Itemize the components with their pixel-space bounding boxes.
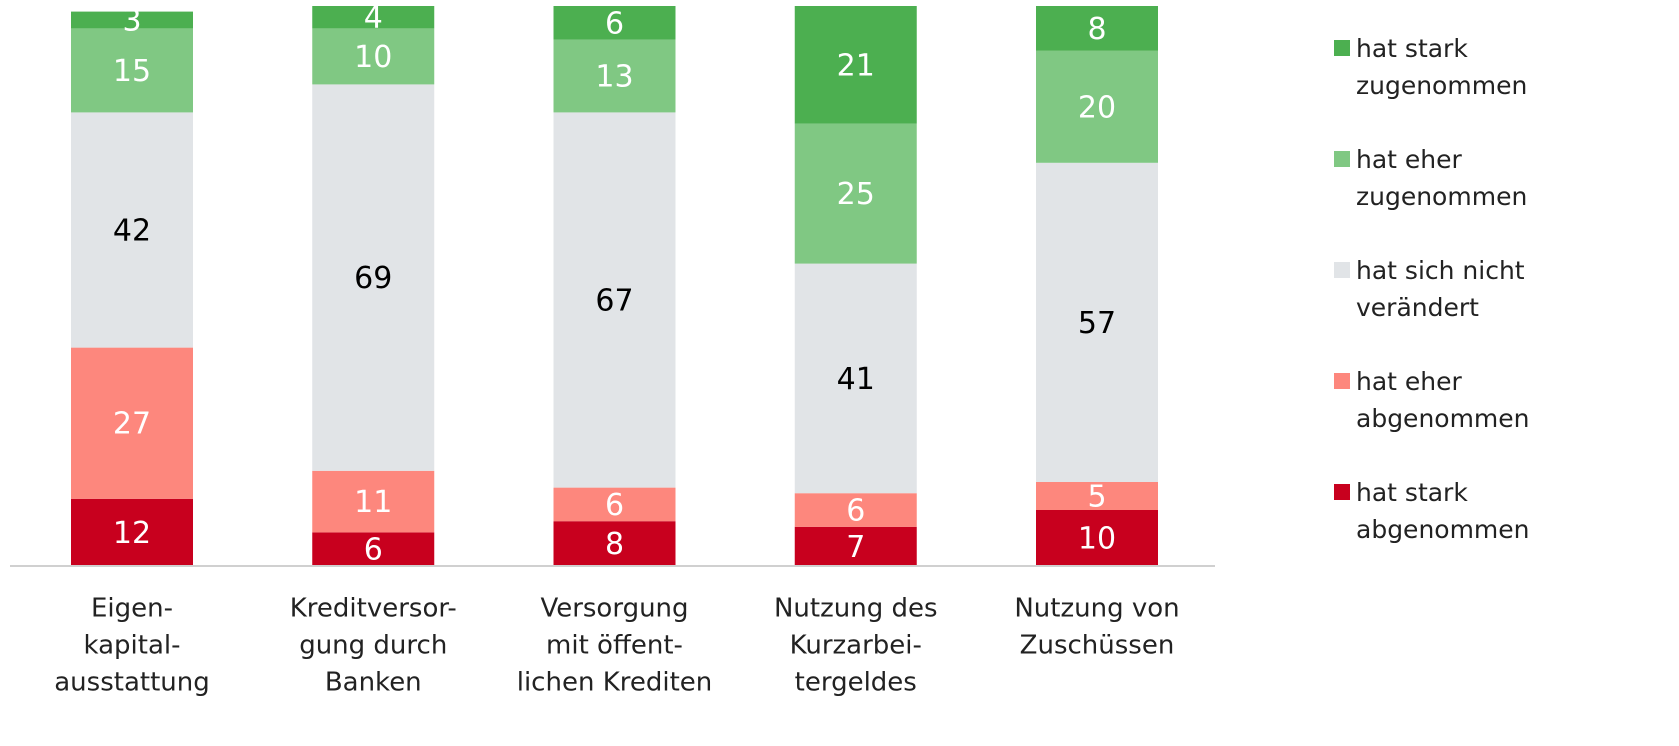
data-label: 15 (113, 54, 151, 89)
x-tick-label: Versorgung (540, 594, 688, 624)
x-tick-label: Eigen- (91, 594, 173, 624)
legend-swatch (1334, 373, 1350, 389)
legend-swatch (1334, 484, 1350, 500)
data-label: 41 (837, 362, 875, 397)
data-label: 6 (605, 6, 624, 41)
bar-segment (1036, 510, 1158, 566)
data-label: 4 (364, 1, 383, 36)
data-label: 69 (354, 261, 392, 296)
x-tick-label: lichen Krediten (517, 668, 713, 698)
bar-segment (553, 487, 676, 522)
bar-segment (71, 28, 193, 113)
x-tick-label: kapital- (84, 631, 181, 661)
data-label: 10 (354, 40, 392, 75)
data-label: 13 (595, 60, 633, 95)
data-label: 6 (846, 494, 865, 529)
legend-swatch (1334, 262, 1350, 278)
bar-segment (553, 6, 676, 40)
data-label: 25 (837, 177, 875, 212)
data-label: 6 (605, 488, 624, 523)
x-tick-label: tergeldes (795, 668, 917, 698)
chart: 122742153Eigen-kapital-ausstattung611691… (10, 1, 1215, 698)
bar-segment (312, 6, 435, 29)
x-tick-label: gung durch (299, 631, 447, 661)
data-label: 10 (1078, 522, 1116, 557)
x-tick-label: Nutzung von (1014, 594, 1179, 624)
legend-label: hat eher abgenommen (1356, 367, 1530, 433)
data-label: 5 (1087, 480, 1106, 515)
bar-segment (1036, 6, 1158, 51)
bar-segment (312, 532, 435, 566)
bar-segment (1036, 50, 1158, 163)
bar-segment (1036, 482, 1158, 510)
data-label: 6 (364, 533, 383, 568)
bar-segment (553, 39, 676, 113)
legend-item: hat stark abgenommen (1334, 474, 1574, 585)
data-label: 67 (595, 284, 633, 319)
bar-segment (71, 498, 193, 566)
bar-segment (794, 6, 917, 124)
legend-swatch (1334, 40, 1350, 56)
legend-item: hat eher zugenommen (1334, 141, 1574, 252)
legend-item: hat stark zugenommen (1334, 30, 1574, 141)
data-label: 7 (846, 530, 865, 565)
legend-label: hat stark zugenommen (1356, 34, 1528, 100)
data-label: 21 (837, 48, 875, 83)
bar-segment (312, 84, 435, 471)
x-tick-label: Zuschüssen (1020, 631, 1175, 661)
legend-label: hat sich nicht verändert (1356, 256, 1525, 322)
data-label: 11 (354, 485, 392, 520)
legend-swatch (1334, 151, 1350, 167)
bar-segment (71, 347, 193, 499)
bar-segment (553, 521, 676, 566)
data-label: 12 (113, 516, 151, 551)
bar-segment (312, 470, 435, 533)
bar-segment (794, 263, 917, 494)
x-tick-label: Nutzung des (774, 594, 938, 624)
data-label: 42 (113, 214, 151, 249)
bar-segment (71, 112, 193, 348)
data-label: 8 (605, 527, 624, 562)
legend-item: hat eher abgenommen (1334, 363, 1574, 474)
x-tick-label: Kurzarbei- (790, 631, 922, 661)
x-tick-label: mit öffent- (546, 631, 683, 661)
legend: hat stark zugenommen hat eher zugenommen h… (1334, 30, 1574, 585)
legend-label: hat stark abgenommen (1356, 478, 1530, 544)
data-label: 57 (1078, 306, 1116, 341)
bar-segment (794, 526, 917, 566)
data-label: 20 (1078, 90, 1116, 125)
data-label: 27 (113, 407, 151, 442)
bar-segment (794, 123, 917, 264)
x-tick-label: Banken (325, 668, 422, 698)
x-tick-label: Kreditversor- (290, 594, 457, 624)
data-label: 3 (122, 4, 141, 39)
data-label: 8 (1087, 12, 1106, 47)
bar-segment (794, 493, 917, 527)
bar-segment (1036, 162, 1158, 483)
legend-label: hat eher zugenommen (1356, 145, 1528, 211)
legend-item: hat sich nicht verändert (1334, 252, 1574, 363)
bar-segment (553, 112, 676, 488)
bar-segment (71, 11, 193, 29)
x-tick-label: ausstattung (54, 668, 209, 698)
bar-segment (312, 28, 435, 85)
